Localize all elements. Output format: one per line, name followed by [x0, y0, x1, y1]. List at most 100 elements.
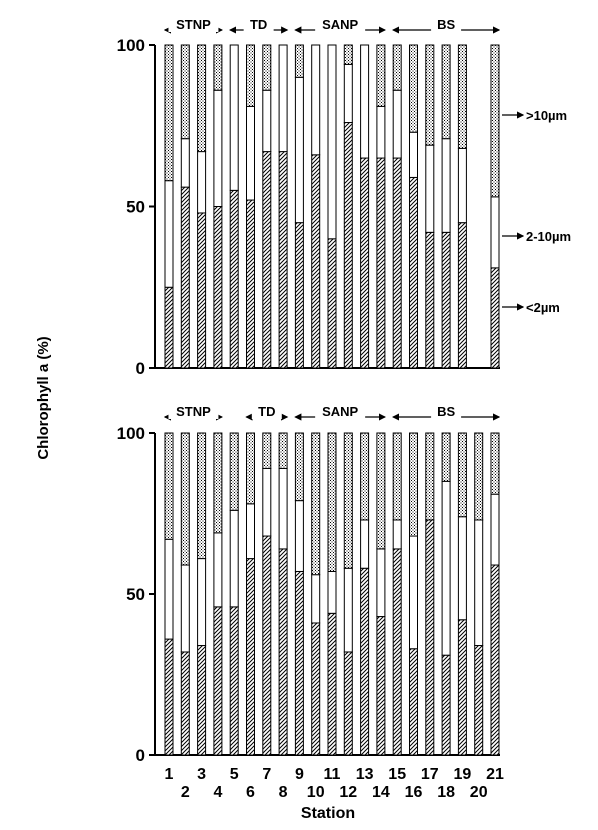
y-tick-label: 100	[117, 36, 145, 55]
bar-segment-st8-mid	[278, 44, 288, 153]
bar-segment-st5-lt2	[229, 189, 239, 369]
bar-segment-st18-mid	[441, 138, 451, 233]
bar-segment-st16-lt2	[409, 176, 418, 369]
legend: >10µm 2-10µm <2µm	[502, 108, 571, 315]
bar-segment-st17-gt10	[425, 44, 435, 146]
bar-segment-st8-lt2	[278, 151, 288, 369]
bar-segment-st2-gt10	[180, 432, 190, 566]
x-tick-label-13: 13	[356, 766, 374, 783]
bar-segment-st1-mid	[164, 180, 174, 288]
bar-segment-st7-lt2	[262, 151, 272, 369]
bar-segment-st6-lt2	[246, 199, 255, 369]
bar-segment-st7-gt10	[262, 44, 272, 91]
x-tick-label-10: 10	[307, 784, 325, 801]
bar-segment-st17-lt2	[425, 231, 435, 369]
bar-segment-st17-mid	[425, 144, 435, 233]
x-axis-label: Station	[301, 805, 355, 822]
bar-segment-st7-lt2	[262, 535, 272, 756]
y-tick-label: 50	[126, 198, 145, 217]
y-tick-label: 50	[126, 585, 145, 604]
region-label-td: TD	[258, 404, 275, 419]
bar-segment-st19-gt10	[457, 44, 467, 149]
bar-segment-st3-lt2	[197, 212, 207, 369]
bar-segment-st15-lt2	[392, 548, 402, 756]
bar-segment-st19-gt10	[457, 432, 467, 518]
bar-segment-st19-lt2	[457, 222, 467, 369]
bar-segment-st18-lt2	[441, 231, 451, 369]
bar-segment-st21-mid	[490, 196, 500, 269]
bar-segment-st2-lt2	[180, 651, 190, 756]
region-label-bg	[243, 18, 274, 32]
bar-segment-st16-gt10	[409, 432, 418, 537]
bar-segment-st8-lt2	[278, 548, 288, 756]
bar-segment-st18-gt10	[441, 44, 451, 140]
bar-segment-st4-gt10	[213, 432, 223, 534]
bar-segment-st5-lt2	[229, 606, 239, 756]
bar-segment-st16-mid	[409, 131, 418, 178]
bar-segment-st10-gt10	[311, 432, 321, 576]
region-label-bg	[168, 18, 219, 32]
bottom-panel: 0 50 100 STNP TD SANP BS	[117, 404, 501, 765]
bar-segment-st16-lt2	[409, 648, 418, 756]
bar-segment-st12-gt10	[343, 44, 353, 65]
bar-segment-st9-mid	[294, 76, 304, 224]
bar-segment-st9-lt2	[294, 222, 304, 369]
bar-segment-st6-mid	[246, 105, 255, 201]
x-tick-label-11: 11	[324, 766, 341, 783]
bar-segment-st16-mid	[409, 535, 418, 650]
bar-segment-st12-lt2	[343, 651, 353, 756]
bar-segment-st17-lt2	[425, 519, 435, 756]
x-tick-label-8: 8	[279, 784, 288, 801]
bar-segment-st11-lt2	[327, 238, 337, 369]
x-tick-label-12: 12	[339, 784, 357, 801]
bar-segment-st17-gt10	[425, 432, 435, 521]
x-tick-label-18: 18	[437, 784, 455, 801]
bar-segment-st13-mid	[360, 519, 370, 569]
bar-segment-st11-mid	[327, 570, 337, 614]
region-label-bg	[315, 405, 366, 419]
bar-segment-st1-mid	[164, 538, 174, 640]
bar-segment-st6-mid	[246, 503, 255, 560]
bar-segment-st4-mid	[213, 532, 223, 608]
legend-label-gt10: >10µm	[526, 108, 567, 123]
bar-segment-st15-mid	[392, 519, 402, 550]
bar-segment-st6-lt2	[246, 558, 255, 756]
bar-segment-st14-mid	[376, 105, 386, 159]
y-tick-label: 0	[136, 746, 145, 765]
bar-segment-st20-mid	[474, 519, 484, 647]
bar-segment-st20-gt10	[474, 432, 484, 521]
x-tick-label-4: 4	[213, 784, 222, 801]
bar-segment-st11-mid	[327, 44, 337, 240]
x-tick-label-15: 15	[388, 766, 406, 783]
bar-segment-st19-mid	[457, 147, 467, 224]
bar-segment-st19-mid	[457, 516, 467, 621]
x-tick-label-2: 2	[181, 784, 190, 801]
bar-segment-st9-gt10	[294, 432, 304, 502]
x-tick-label-17: 17	[421, 766, 439, 783]
bar-segment-st14-lt2	[376, 616, 386, 756]
region-label-sanp: SANP	[322, 404, 358, 419]
bar-segment-st3-mid	[197, 558, 207, 647]
bar-segment-st3-lt2	[197, 645, 207, 756]
bar-segment-st7-gt10	[262, 432, 272, 469]
bar-segment-st21-gt10	[490, 44, 500, 198]
bar-segment-st5-mid	[229, 509, 239, 608]
bar-segment-st4-gt10	[213, 44, 223, 91]
region-label-bg	[431, 18, 462, 32]
bar-segment-st16-gt10	[409, 44, 418, 133]
bar-segment-st13-lt2	[360, 157, 370, 369]
bar-segment-st1-lt2	[164, 638, 174, 756]
region-label-bg	[251, 405, 282, 419]
bar-segment-st1-gt10	[164, 44, 174, 182]
bar-segment-st20-lt2	[474, 645, 484, 756]
region-label-stnp: STNP	[176, 17, 211, 32]
bar-segment-st12-lt2	[343, 122, 353, 369]
x-tick-label-20: 20	[470, 784, 488, 801]
bar-segment-st12-gt10	[343, 432, 353, 569]
region-label-bs: BS	[437, 404, 455, 419]
x-tick-label-5: 5	[230, 766, 239, 783]
bar-segment-st21-gt10	[490, 432, 500, 495]
x-tick-label-19: 19	[454, 766, 472, 783]
bar-segment-st10-mid	[311, 44, 321, 156]
